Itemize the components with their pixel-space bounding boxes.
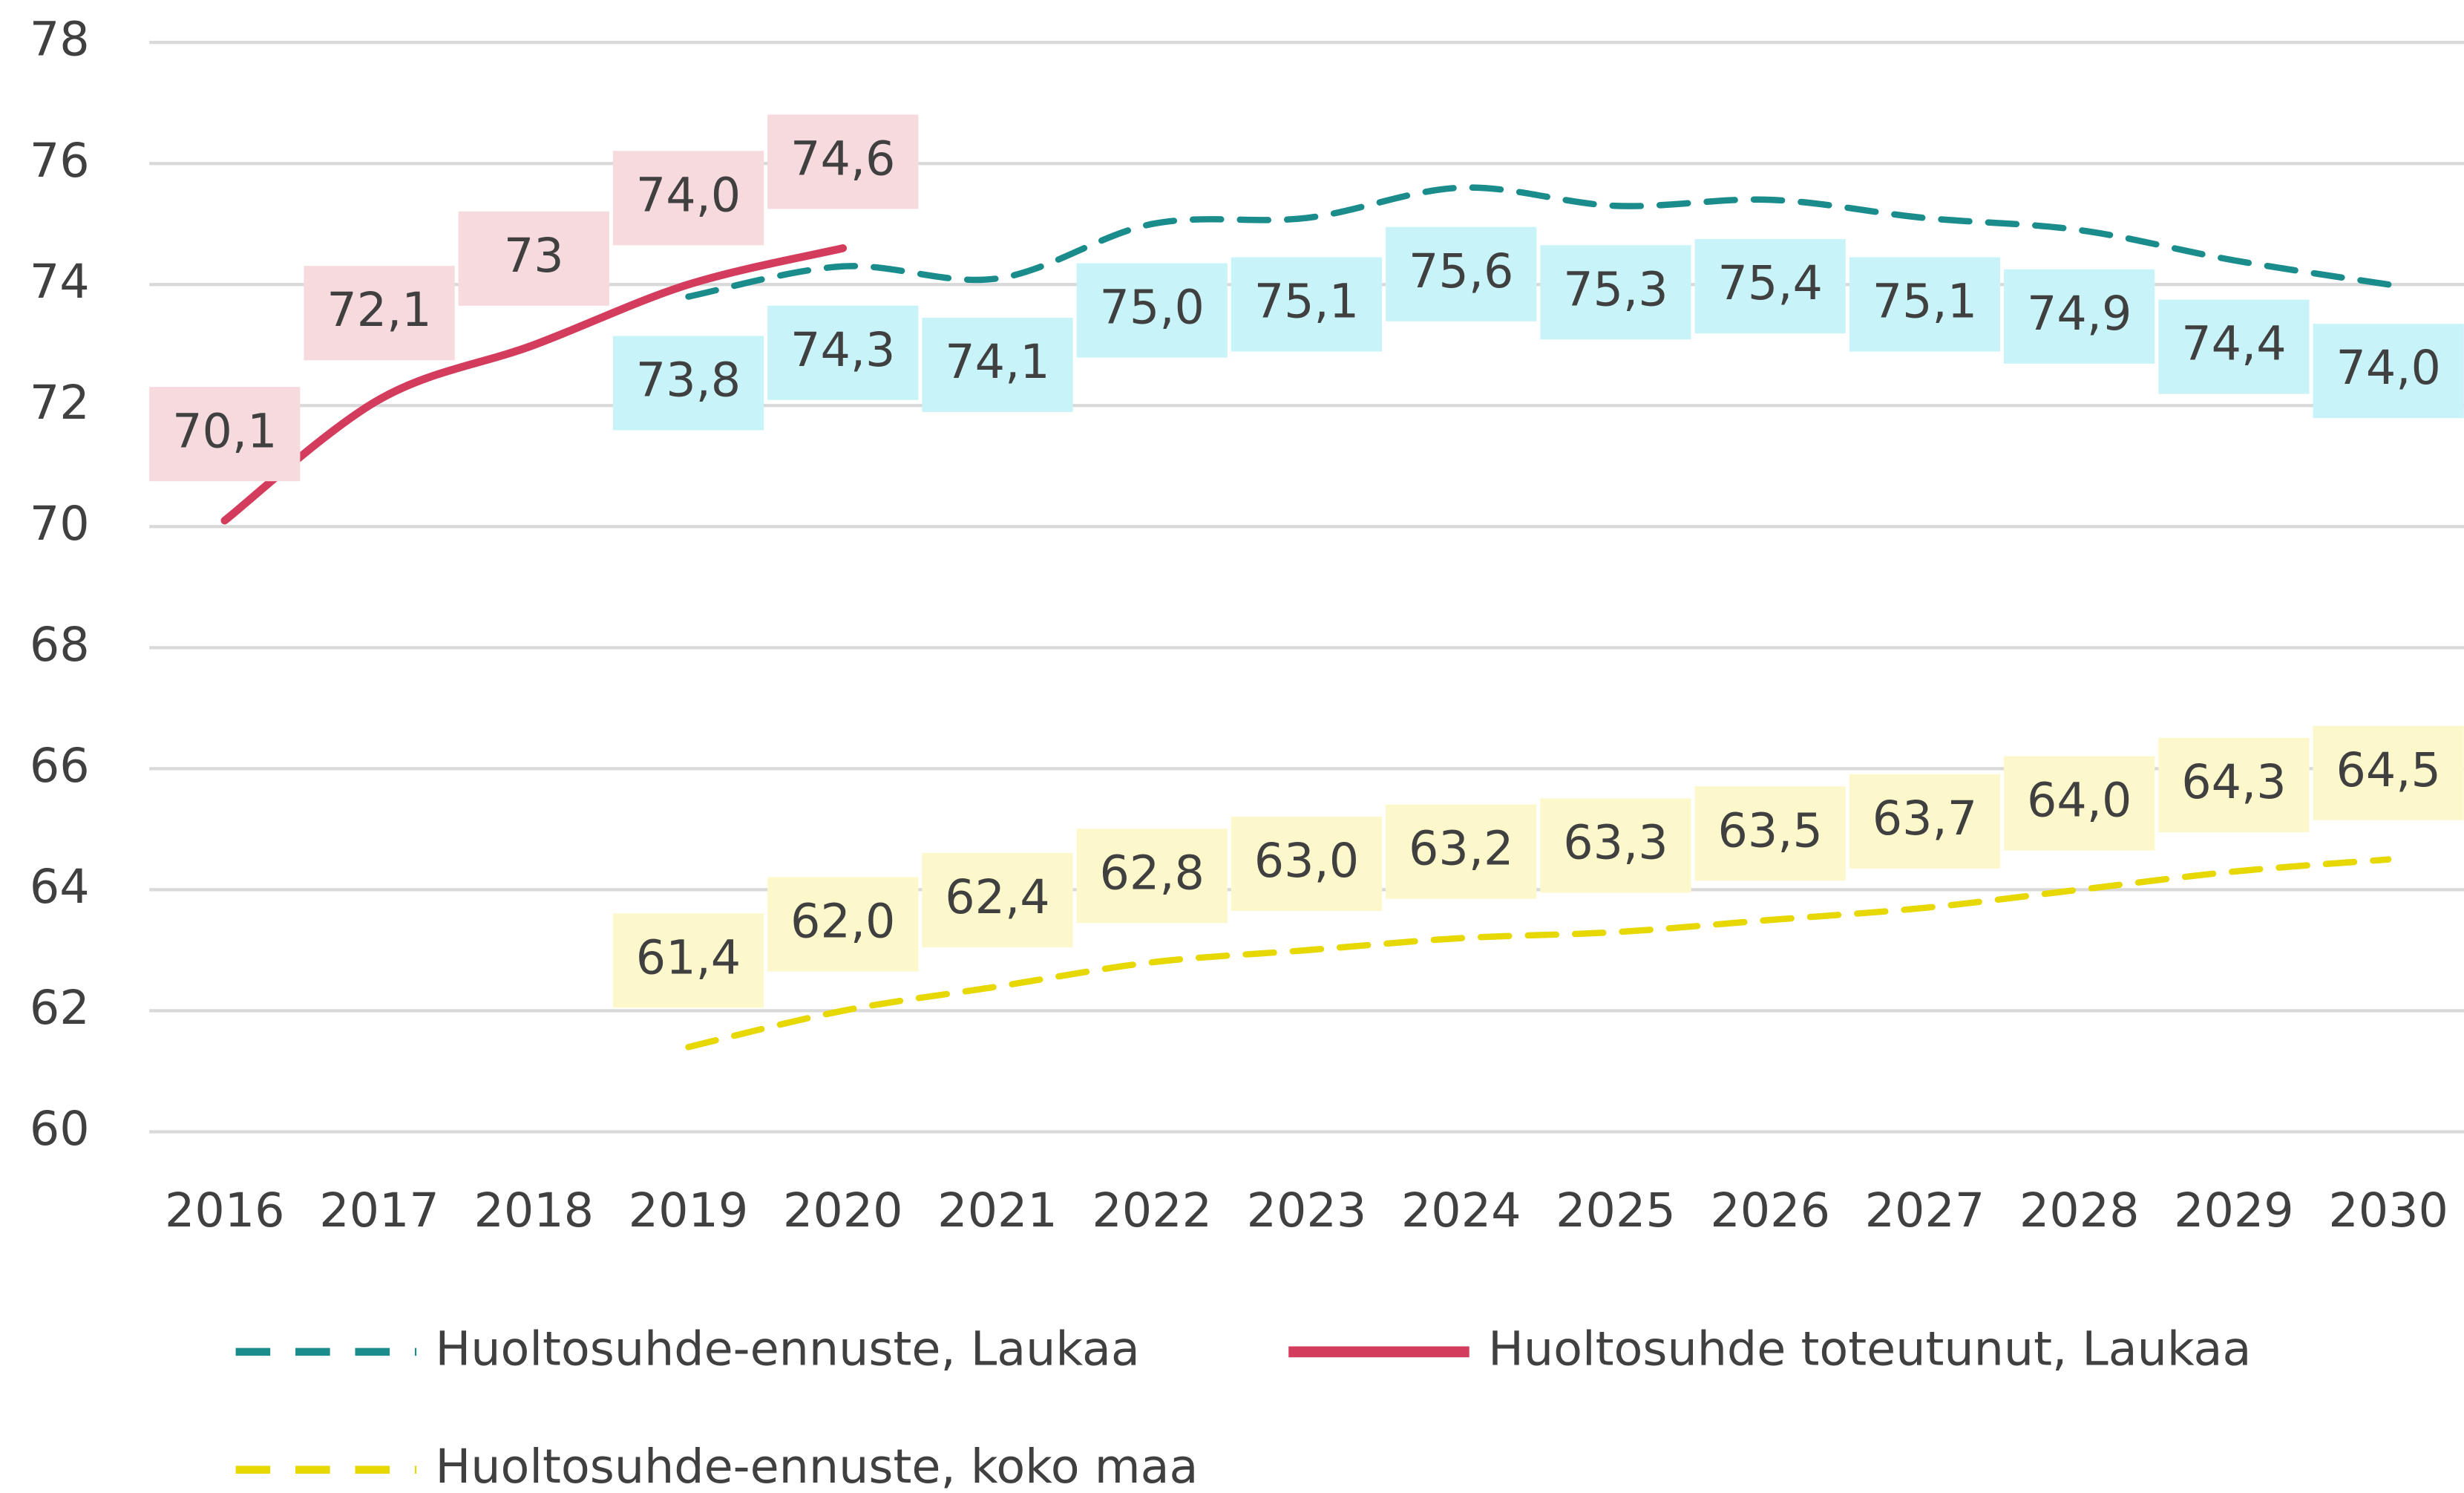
data-label: 64,5 [2336, 742, 2440, 797]
data-label: 63,2 [1409, 821, 1513, 876]
data-label: 62,8 [1100, 845, 1205, 900]
label-bg [1231, 816, 1383, 911]
series-line [685, 856, 2392, 1051]
x-tick-label: 2030 [2328, 1183, 2448, 1238]
y-tick-label: 72 [30, 375, 90, 430]
y-tick-label: 78 [30, 12, 90, 67]
x-tick-label: 2016 [165, 1183, 285, 1238]
y-tick-label: 68 [30, 617, 90, 672]
data-label: 63,3 [1563, 815, 1668, 870]
y-tick-label: 62 [30, 980, 90, 1035]
label-bg [612, 151, 764, 246]
label-bg [1849, 257, 2001, 352]
legend-label: Huoltosuhde toteutunut, Laukaa [1488, 1321, 2251, 1376]
x-tick-label: 2018 [474, 1183, 594, 1238]
x-tick-label: 2021 [937, 1183, 1058, 1238]
data-label: 61,4 [636, 930, 741, 984]
y-tick-label: 66 [30, 738, 90, 793]
data-label: 63,0 [1254, 833, 1359, 888]
y-tick-label: 70 [30, 496, 90, 551]
x-tick-label: 2029 [2174, 1183, 2294, 1238]
legend-label: Huoltosuhde-ennuste, Laukaa [436, 1321, 1140, 1376]
label-bg [1694, 239, 1846, 334]
label-bg [767, 305, 919, 400]
x-tick-label: 2026 [1710, 1183, 1830, 1238]
data-label: 74,0 [636, 167, 741, 222]
data-label: 74,6 [790, 131, 895, 186]
data-label: 62,4 [945, 869, 1049, 924]
label-bg [2004, 756, 2155, 851]
data-label: 73 [504, 228, 564, 283]
x-tick-label: 2025 [1556, 1183, 1676, 1238]
data-label: 62,0 [790, 894, 895, 949]
data-label: 75,3 [1563, 261, 1668, 316]
label-bg [2004, 269, 2155, 364]
label-bg [767, 877, 919, 972]
label-bg [612, 336, 764, 431]
label-bg [149, 387, 301, 482]
data-label: 74,9 [2027, 286, 2132, 341]
label-bg [2158, 299, 2310, 394]
data-label: 72,1 [327, 282, 431, 337]
label-bg [2313, 324, 2464, 419]
y-tick-label: 76 [30, 133, 90, 188]
data-label: 75,0 [1100, 280, 1205, 335]
label-bg [1076, 263, 1228, 358]
label-bg [2158, 737, 2310, 832]
x-tick-label: 2028 [2019, 1183, 2140, 1238]
data-labels: 73,8 74,3 74,1 75,0 75,1 75,6 75,3 75,4 75,1 74,9… [149, 114, 2464, 1008]
label-bg [1386, 226, 1537, 321]
series-line [685, 184, 2392, 300]
x-tick-label: 2023 [1247, 1183, 1367, 1238]
legend-label: Huoltosuhde-ennuste, koko maa [436, 1439, 1199, 1493]
label-bg [767, 114, 919, 209]
data-label: 74,1 [945, 334, 1049, 389]
y-tick-label: 60 [30, 1101, 90, 1156]
data-label: 63,5 [1717, 803, 1822, 857]
data-label: 70,1 [172, 403, 277, 458]
data-label: 75,6 [1409, 244, 1513, 298]
data-label: 64,0 [2027, 773, 2132, 828]
x-tick-label: 2019 [629, 1183, 749, 1238]
label-bg [1386, 804, 1537, 899]
label-bg [922, 852, 1073, 947]
label-bg [1076, 829, 1228, 924]
label-bg [304, 266, 455, 361]
data-label: 74,0 [2336, 340, 2440, 395]
data-label: 74,4 [2181, 316, 2286, 371]
data-label: 75,4 [1717, 255, 1822, 310]
label-bg [1231, 257, 1383, 352]
x-tick-label: 2022 [1092, 1183, 1212, 1238]
label-bg [612, 913, 764, 1008]
label-bg [2313, 725, 2464, 820]
data-label: 75,1 [1254, 274, 1359, 329]
data-label: 74,3 [790, 322, 895, 377]
data-label: 75,1 [1872, 274, 1977, 329]
x-tick-label: 2017 [319, 1183, 439, 1238]
data-label: 64,3 [2181, 754, 2286, 809]
y-tick-label: 64 [30, 859, 90, 914]
label-bg [1540, 245, 1691, 340]
label-bg [1694, 786, 1846, 881]
x-tick-label: 2024 [1401, 1183, 1521, 1238]
label-bg [922, 318, 1073, 413]
label-bg [1540, 798, 1691, 893]
y-tick-label: 74 [30, 254, 90, 309]
label-bg [458, 211, 609, 306]
label-bg [1849, 774, 2001, 869]
x-tick-label: 2027 [1865, 1183, 1985, 1238]
data-label: 63,7 [1872, 791, 1977, 846]
data-label: 73,8 [636, 353, 741, 408]
x-tick-label: 2020 [783, 1183, 903, 1238]
series-line [220, 244, 848, 525]
